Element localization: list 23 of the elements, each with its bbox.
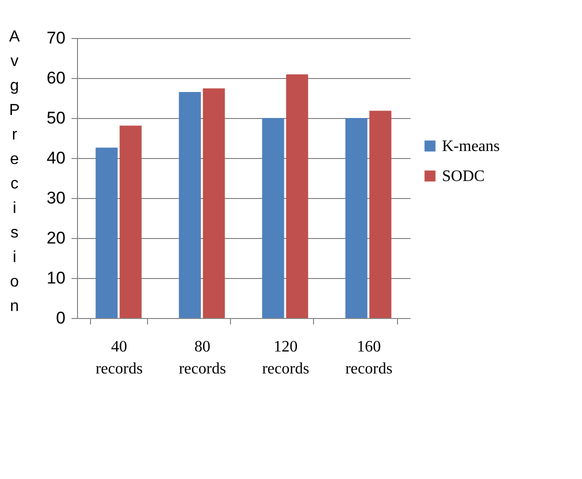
y-tick-label: 40 (46, 148, 66, 168)
legend-label: K-means (442, 138, 500, 155)
bar (262, 118, 284, 318)
bar (96, 148, 118, 318)
y-tick-label: 20 (46, 228, 66, 248)
y-tick-label: 60 (46, 68, 66, 88)
y-tick-label: 0 (56, 308, 66, 328)
y-tick-label: 10 (46, 268, 66, 288)
bar (202, 88, 225, 318)
bar (286, 74, 308, 318)
y-tick-label: 50 (46, 108, 66, 128)
x-tick-label: 40 records (96, 338, 143, 378)
y-tick-label: 30 (46, 188, 66, 208)
x-tick-label: 160 records (345, 338, 392, 378)
legend-label: SODC (442, 168, 485, 185)
x-tick-label: 120 records (262, 338, 310, 378)
x-tick-label: 80 records (178, 338, 226, 378)
bar (369, 110, 392, 318)
bar (178, 92, 201, 318)
text: Avg Precision (9, 28, 20, 315)
y-tick-label: 70 (46, 28, 66, 48)
bar (120, 126, 142, 318)
bar (345, 118, 368, 318)
